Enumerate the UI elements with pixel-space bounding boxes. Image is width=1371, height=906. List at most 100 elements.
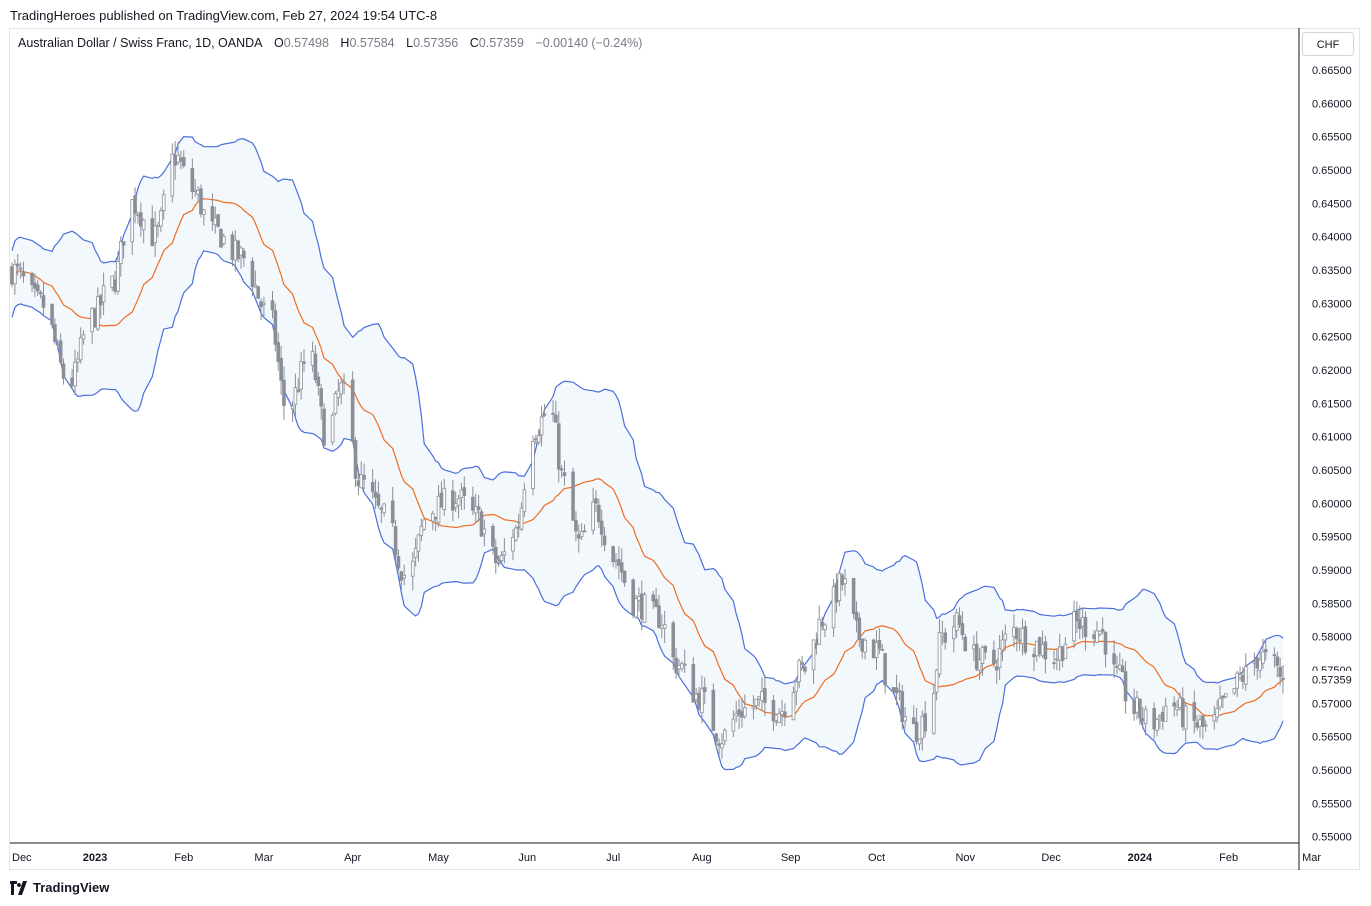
- candle: [270, 291, 275, 319]
- candle-body: [1040, 644, 1045, 657]
- candle-body: [783, 711, 787, 718]
- candle: [53, 318, 57, 345]
- candle-body: [1221, 695, 1225, 699]
- last-price-box: [1299, 670, 1359, 688]
- candle-body: [313, 353, 318, 381]
- candle-body: [534, 438, 538, 441]
- candle: [594, 490, 598, 513]
- candle: [631, 578, 635, 619]
- candle-body: [980, 646, 985, 664]
- candle-body: [476, 506, 481, 510]
- candle-body: [674, 657, 678, 674]
- candle: [199, 184, 203, 218]
- candle-body: [811, 639, 816, 671]
- candle: [1272, 647, 1277, 668]
- candle-body: [1218, 698, 1222, 708]
- currency-button[interactable]: CHF: [1302, 32, 1354, 56]
- candle-body: [1183, 705, 1188, 730]
- symbol-legend[interactable]: Australian Dollar / Swiss Franc, 1D, OAN…: [18, 36, 642, 50]
- candle-body: [1241, 675, 1245, 683]
- candle-body: [914, 721, 919, 742]
- candle: [15, 254, 20, 276]
- candle-body: [874, 642, 879, 658]
- candle: [1152, 702, 1156, 739]
- candle: [390, 486, 395, 527]
- candle-body: [373, 491, 378, 498]
- candle: [642, 592, 647, 623]
- time-tick-label: Mar: [254, 852, 273, 864]
- candle: [654, 587, 658, 608]
- candle: [1275, 651, 1280, 678]
- candle-body: [1000, 639, 1005, 651]
- candle-body: [390, 500, 395, 524]
- candle: [1261, 638, 1265, 669]
- candle: [382, 502, 386, 517]
- candle: [462, 476, 467, 510]
- candle-body: [682, 663, 687, 666]
- candle-body: [290, 405, 295, 410]
- candle: [657, 594, 661, 629]
- candle-body: [482, 528, 487, 535]
- candle: [994, 660, 999, 684]
- candle: [116, 251, 120, 295]
- candle-body: [81, 334, 86, 340]
- candle-body: [714, 733, 719, 742]
- candle: [153, 211, 157, 257]
- candle-body: [1163, 705, 1168, 722]
- chart-frame[interactable]: [9, 28, 1360, 870]
- candle-body: [814, 642, 819, 646]
- candle: [96, 287, 100, 332]
- candle: [18, 262, 23, 279]
- time-tick-label: Nov: [955, 852, 975, 864]
- candle-body: [542, 413, 547, 416]
- candle-body: [1172, 702, 1177, 707]
- candle-body: [622, 570, 627, 584]
- candle: [256, 286, 260, 299]
- candle: [1052, 650, 1056, 670]
- candle-body: [282, 379, 286, 406]
- candle: [396, 549, 401, 572]
- time-axis[interactable]: Dec 2023 Feb Mar Apr May Jun Jul Aug Sep Oct Nov Dec…: [12, 852, 1321, 864]
- candle-body: [720, 743, 724, 749]
- price-axis[interactable]: 0.550000.555000.560000.565000.570000.575…: [1312, 65, 1352, 844]
- candle: [634, 594, 638, 620]
- time-tick-label: 2024: [1128, 852, 1153, 864]
- candle: [1095, 621, 1099, 644]
- candle: [118, 236, 123, 277]
- candle-body: [456, 498, 461, 506]
- candle-body: [1020, 628, 1025, 645]
- candle: [253, 270, 258, 288]
- candle-body: [239, 247, 243, 256]
- candle: [917, 738, 922, 751]
- candle-body: [1160, 711, 1165, 722]
- candle-body: [791, 692, 796, 721]
- candle-body: [21, 271, 26, 277]
- candle: [402, 564, 406, 586]
- candle: [891, 687, 896, 693]
- candle: [290, 401, 295, 422]
- candle-body: [336, 390, 341, 398]
- candle: [250, 257, 255, 297]
- candle-body: [711, 689, 716, 732]
- time-tick-label: May: [428, 852, 449, 864]
- time-tick-label: Dec: [1041, 852, 1061, 864]
- candle-body: [1178, 697, 1182, 709]
- candle: [731, 710, 736, 738]
- candle: [313, 345, 318, 383]
- candle-body: [1077, 618, 1082, 629]
- candle: [1138, 698, 1142, 725]
- candle-body: [516, 526, 521, 529]
- candle-body: [302, 361, 306, 364]
- candle-body: [61, 363, 66, 379]
- tradingview-brand[interactable]: TradingView: [10, 880, 109, 895]
- candle-body: [1055, 658, 1059, 661]
- candle-body: [694, 693, 698, 701]
- candle: [597, 498, 601, 528]
- candle-body: [96, 296, 100, 330]
- candle: [923, 700, 927, 738]
- candle-body: [319, 388, 323, 407]
- candle-body: [15, 263, 20, 267]
- candle-body: [139, 212, 143, 227]
- candle-body: [554, 414, 558, 423]
